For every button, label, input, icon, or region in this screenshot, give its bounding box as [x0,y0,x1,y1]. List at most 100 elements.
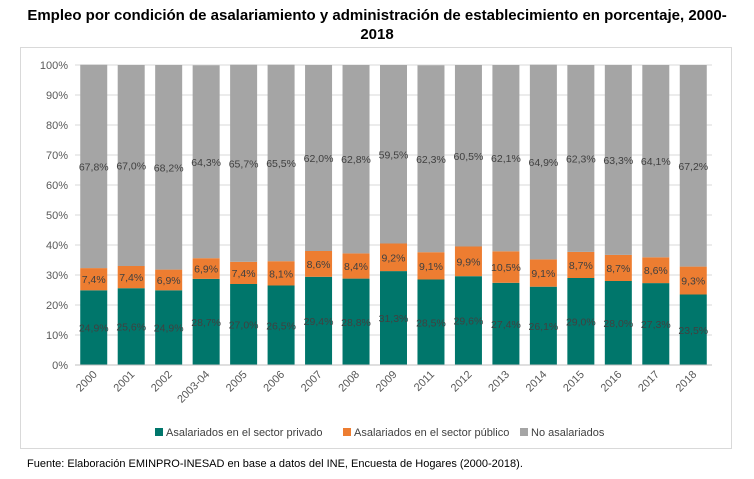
data-label: 62,3% [566,153,596,165]
data-label: 29,0% [566,317,596,329]
bar-segment-1 [230,284,258,365]
legend-label: Asalariados en el sector público [354,427,509,439]
bar-segment-3 [342,65,370,254]
x-tick-label: 2013 [486,369,512,395]
bar-segment-2 [80,268,108,291]
y-tick-label: 30% [46,270,68,282]
data-label: 60,5% [454,151,484,163]
x-tick-label: 2015 [561,369,587,395]
x-tick-label: 2017 [636,369,662,395]
bar-segment-1 [342,278,370,365]
data-label: 28,5% [416,317,446,329]
bar-segment-3 [380,65,407,244]
data-label: 62,3% [416,154,446,166]
bar-segment-2 [454,246,482,277]
data-label: 65,5% [266,158,296,170]
bar-segment-3 [679,65,707,267]
bar-segment-1 [679,294,707,365]
x-tick-label: 2006 [261,369,287,395]
data-label: 62,0% [304,153,334,165]
bar-segment-1 [604,281,632,365]
bar-segment-3 [604,65,632,255]
bar-segment-3 [529,64,557,260]
bar-segment-1 [380,271,407,365]
data-label: 8,4% [344,261,368,273]
bar-segment-3 [267,64,295,262]
bar-segment-1 [529,286,557,365]
chart-frame [20,47,732,449]
x-tick-label: 2007 [299,369,325,395]
data-label: 65,7% [229,158,259,170]
legend-label: Asalariados en el sector privado [166,427,323,439]
bar-segment-1 [417,279,445,365]
x-tick-label: 2011 [412,369,437,394]
data-label: 29,4% [304,316,334,328]
data-label: 8,7% [569,260,593,272]
data-label: 29,6% [454,316,484,328]
x-tick-label: 2014 [524,369,550,395]
y-tick-label: 100% [40,60,68,72]
legend-swatch [343,428,351,436]
bar-segment-2 [380,243,407,272]
bar-segment-3 [642,65,670,258]
x-tick-label: 2001 [112,369,138,395]
data-label: 27,3% [641,319,671,331]
data-label: 27,0% [229,320,259,332]
legend-swatch [155,428,163,436]
bar-segment-2 [342,253,370,279]
x-tick-label: 2003-04 [175,369,212,406]
bar-segment-2 [492,251,520,283]
data-label: 8,6% [644,265,668,277]
bar-segment-1 [80,290,108,365]
x-tick-label: 2018 [674,369,700,395]
data-label: 9,1% [419,261,443,273]
bar-segment-1 [192,278,220,365]
bar-segment-2 [604,254,632,281]
x-tick-label: 2008 [336,369,362,395]
bar-segment-2 [267,261,295,286]
x-tick-label: 2012 [449,369,475,395]
data-label: 63,3% [603,155,633,167]
bar-segment-1 [117,288,145,365]
data-label: 27,4% [491,319,521,331]
bar-segment-3 [305,65,333,251]
data-label: 8,6% [307,259,331,271]
bar-segment-3 [80,64,108,269]
bar-segment-2 [417,252,445,280]
data-label: 25,6% [116,322,146,334]
y-tick-label: 40% [46,240,68,252]
chart-title-line2: 2018 [360,26,394,43]
x-tick-label: 2005 [224,369,250,395]
bar-segment-3 [192,65,220,259]
data-label: 31,3% [379,313,409,325]
data-label: 24,9% [154,323,184,335]
bar-segment-1 [305,276,333,365]
bar-segment-1 [155,290,183,365]
y-tick-label: 70% [46,150,68,162]
bar-segment-3 [155,65,183,270]
x-tick-label: 2016 [599,369,625,395]
bar-segment-1 [454,276,482,365]
bar-segment-2 [192,258,220,279]
data-label: 7,4% [82,274,106,286]
bar-segment-3 [417,65,445,253]
data-label: 28,0% [603,318,633,330]
x-tick-label: 2000 [74,369,100,395]
bar-segment-3 [454,65,482,247]
y-tick-label: 0% [52,360,68,372]
chart-title: Empleo por condición de asalariamiento y… [0,6,754,44]
y-tick-label: 10% [46,330,68,342]
data-label: 8,1% [269,268,293,280]
legend-swatch [520,428,528,436]
data-label: 62,1% [491,153,521,165]
data-label: 64,9% [528,157,558,169]
data-label: 28,8% [341,317,371,329]
bar-segment-2 [529,259,557,287]
bar-segment-2 [679,266,707,295]
bar-segment-1 [267,285,295,365]
bar-segment-2 [230,261,258,284]
y-tick-label: 50% [46,210,68,222]
y-tick-label: 60% [46,180,68,192]
data-label: 10,5% [491,262,521,274]
